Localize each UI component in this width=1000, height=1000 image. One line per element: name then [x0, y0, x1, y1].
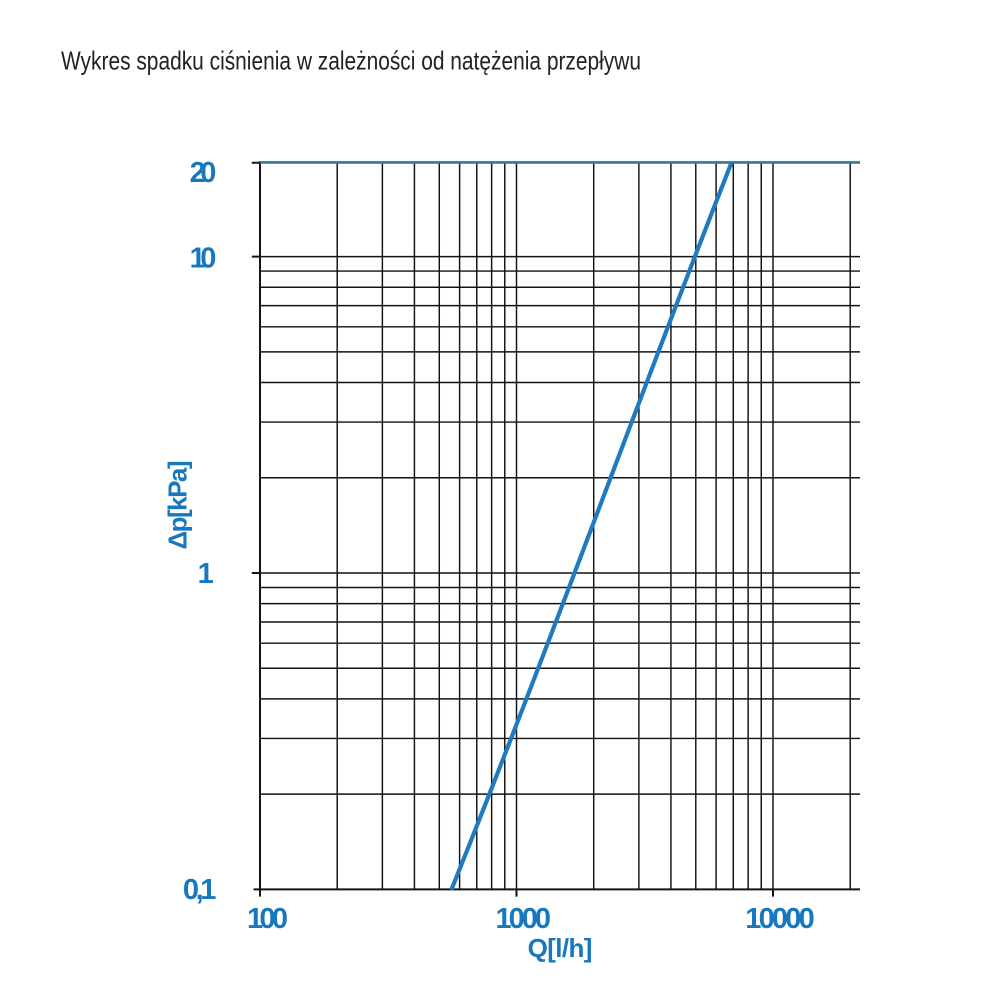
svg-text:10000: 10000	[745, 903, 815, 935]
svg-text:1: 1	[198, 558, 214, 590]
svg-text:Δp[kPa]: Δp[kPa]	[163, 461, 193, 550]
svg-text:Q[l/h]: Q[l/h]	[528, 933, 593, 963]
svg-text:100: 100	[247, 903, 288, 935]
svg-text:0,1: 0,1	[183, 874, 217, 906]
svg-text:Wykres spadku ciśnienia w zale: Wykres spadku ciśnienia w zależności od …	[61, 46, 641, 76]
svg-text:10: 10	[190, 243, 217, 275]
svg-text:20: 20	[190, 157, 217, 189]
svg-text:1000: 1000	[496, 903, 552, 935]
